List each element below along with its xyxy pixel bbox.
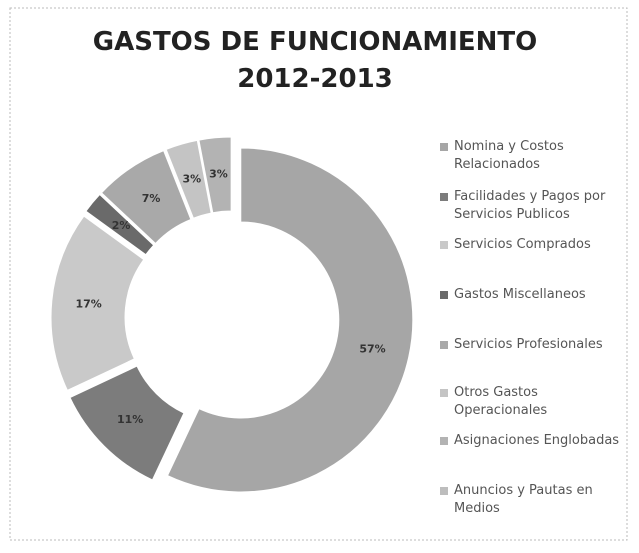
legend-entry: Servicios Profesionales [440,336,634,354]
data-label: 7% [142,192,161,205]
legend-label: Gastos Miscellaneos [454,287,586,302]
legend-entry: Nomina y Costos Relacionados [440,138,634,174]
legend-swatch [440,291,448,299]
legend-entry: Anuncios y Pautas en Medios [440,482,634,518]
legend-label: Anuncios y Pautas en Medios [454,483,593,516]
legend-entry: Gastos Miscellaneos [440,286,634,304]
chart-title: GASTOS DE FUNCIONAMIENTO [93,27,537,57]
chart-title: 2012-2013 [237,64,393,94]
data-label: 3% [209,168,228,181]
legend-label: Nomina y Costos Relacionados [454,139,564,172]
legend-entry: Otros Gastos Operacionales [440,384,634,420]
data-label: 57% [359,342,385,355]
donut-slice [165,139,212,219]
legend-swatch [440,143,448,151]
legend-swatch [440,193,448,201]
data-label: 11% [117,413,143,426]
donut-slice [69,365,185,481]
donut-slice [198,136,232,214]
donut-slice [85,193,155,256]
legend-swatch [440,241,448,249]
legend-entry: Facilidades y Pagos por Servicios Public… [440,188,634,224]
legend-swatch [440,487,448,495]
legend-label: Servicios Comprados [454,237,591,252]
donut-slice [100,149,192,245]
legend-label: Servicios Profesionales [454,337,603,352]
legend-label: Otros Gastos Operacionales [454,385,548,418]
legend-entry: Servicios Comprados [440,236,634,254]
data-label: 17% [75,297,101,310]
legend-label: Asignaciones Englobadas [454,433,620,448]
legend-swatch [440,389,448,397]
legend-swatch [440,341,448,349]
donut-slice [50,215,145,392]
data-label: 3% [182,173,201,186]
donut-slice [166,147,414,493]
legend-swatch [440,437,448,445]
legend-label: Facilidades y Pagos por Servicios Public… [454,189,606,222]
data-label: 2% [112,219,131,232]
legend-entry: Asignaciones Englobadas [440,432,634,450]
